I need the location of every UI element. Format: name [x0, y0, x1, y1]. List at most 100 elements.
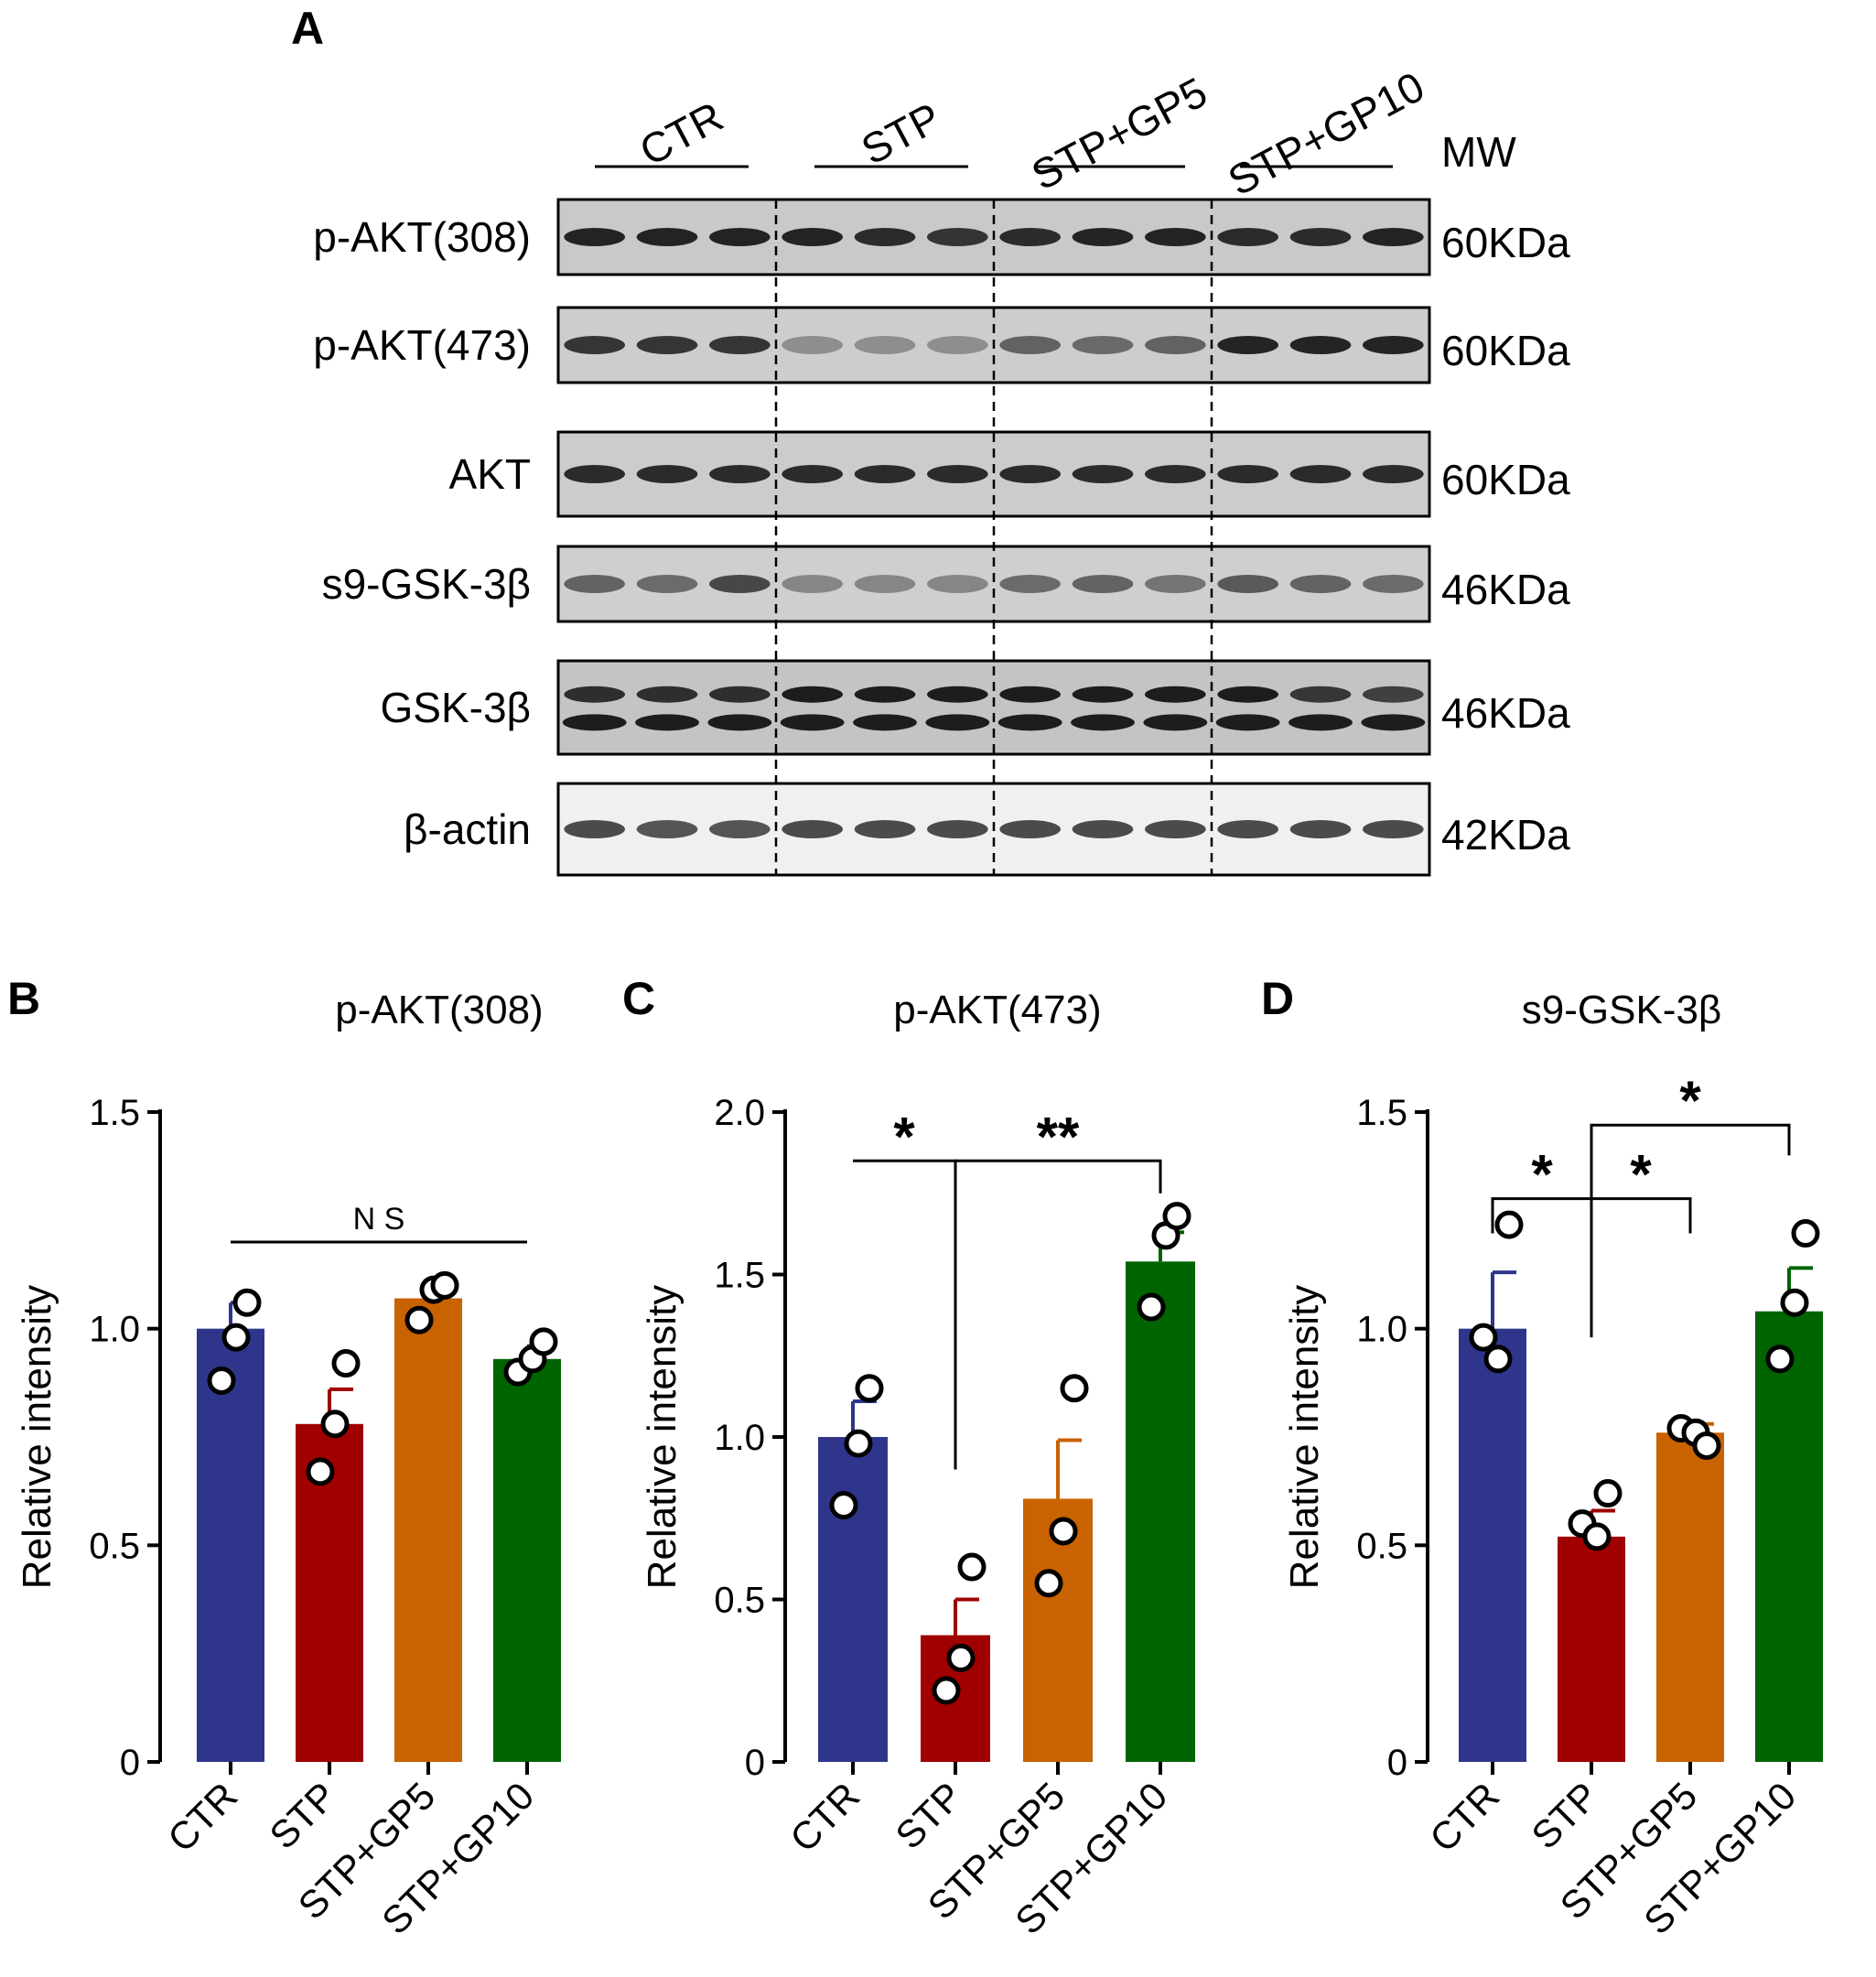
blot-band [999, 575, 1061, 593]
blot-band [1145, 575, 1206, 593]
data-point [946, 1643, 976, 1672]
data-point [829, 1491, 858, 1520]
blot-band [1145, 465, 1206, 483]
blot-rows: p-AKT(308) 60KDa p-AKT(473) 60KDa AKT 60KDa s9… [313, 198, 1570, 877]
bar-stp-gp10 [1126, 1261, 1195, 1762]
blot-band [709, 228, 771, 246]
data-point [529, 1327, 558, 1356]
blot-band [782, 686, 843, 703]
y-tick-label: 0.5 [1356, 1526, 1407, 1566]
significance-label: * [893, 1106, 915, 1167]
bar-ctr [818, 1437, 888, 1762]
blot-band [780, 714, 845, 731]
data-point [207, 1366, 236, 1395]
data-point [1791, 1219, 1820, 1248]
chart-title: s9-GSK-3β [1522, 988, 1721, 1032]
blot-band [927, 820, 988, 838]
data-point [404, 1305, 434, 1334]
blot-band [854, 228, 916, 246]
data-point [1780, 1288, 1809, 1317]
blot-band [997, 714, 1062, 731]
blot-band [564, 686, 625, 703]
blot-band [1143, 714, 1208, 731]
blot-band [1289, 686, 1352, 703]
blot-band [1363, 465, 1424, 483]
y-tick-label: 1.5 [1356, 1093, 1407, 1133]
blot-band [1363, 820, 1424, 838]
blot-band [636, 336, 698, 354]
bar-ctr [197, 1328, 264, 1762]
chart-title: p-AKT(308) [335, 988, 543, 1032]
bar-stp-gp10 [1755, 1311, 1823, 1762]
y-tick-label: 1.5 [714, 1256, 765, 1296]
chart-p-akt-308: p-AKT(308) Relative intensity 0 0.5 1.0 1.5 CT… [15, 988, 561, 1942]
y-tick-label: 1.0 [1356, 1310, 1407, 1350]
blot-band [1363, 336, 1424, 354]
blot-band [999, 336, 1061, 354]
data-point [1582, 1522, 1612, 1551]
blot-band [1363, 575, 1424, 593]
blot-row-label: GSK-3β [380, 684, 531, 731]
data-point [306, 1457, 335, 1486]
blot-band [927, 575, 988, 593]
blot-band [709, 820, 771, 838]
blot-row-actin: β-actin 42KDa [404, 782, 1570, 877]
blot-band [1145, 228, 1206, 246]
blot-band [1072, 575, 1134, 593]
y-tick-label: 0 [120, 1743, 140, 1783]
blot-row-gsk-3: GSK-3β 46KDa [380, 659, 1570, 756]
data-point [855, 1374, 884, 1403]
data-point [430, 1270, 459, 1300]
blot-band [854, 686, 916, 703]
blot-band [1288, 714, 1353, 731]
blot-band [636, 686, 698, 703]
y-tick-label: 1.0 [89, 1310, 140, 1350]
chart-p-akt-473: p-AKT(473) Relative intensity 0 0.5 1.0 1.5 2.… [640, 988, 1195, 1942]
blot-band [709, 336, 771, 354]
blot-row-mw: 60KDa [1441, 327, 1570, 374]
data-point [331, 1349, 361, 1378]
y-tick-label: 2.0 [714, 1093, 765, 1133]
blot-band [636, 575, 698, 593]
blot-band [709, 575, 771, 593]
data-point [1692, 1431, 1721, 1460]
blot-band [1217, 336, 1278, 354]
bar-stp-gp10 [493, 1358, 561, 1762]
data-point [1593, 1479, 1623, 1508]
blot-band [635, 714, 699, 731]
blot-band [927, 336, 988, 354]
blot-band [1217, 465, 1278, 483]
data-point [221, 1323, 251, 1352]
blot-band [1145, 820, 1206, 838]
blot-band [782, 820, 843, 838]
data-point [320, 1410, 350, 1439]
y-axis-label: Relative intensity [15, 1285, 59, 1590]
blot-band [564, 228, 625, 246]
blot-band [564, 820, 625, 838]
x-tick-label-ctr: CTR [782, 1774, 868, 1860]
blot-band [564, 575, 625, 593]
data-point [1049, 1517, 1078, 1546]
blot-band [1289, 820, 1352, 838]
blot-row-mw: 42KDa [1441, 811, 1570, 859]
significance-label: * [1630, 1144, 1652, 1205]
blot-band [636, 228, 698, 246]
y-tick-label: 1.0 [714, 1418, 765, 1458]
blot-band [1072, 820, 1134, 838]
blot-band [927, 686, 988, 703]
blot-band [1217, 228, 1278, 246]
x-tick-label-stp: STP [1523, 1774, 1606, 1857]
y-tick-label: 0.5 [714, 1581, 765, 1621]
blot-group-headers: CTR STP STP+GP5 STP+GP10 [595, 62, 1431, 205]
blot-group-label-ctr: CTR [632, 92, 731, 175]
data-point [1034, 1569, 1063, 1598]
data-point [1162, 1202, 1191, 1231]
blot-group-label-stp-gp5: STP+GP5 [1024, 68, 1214, 200]
blot-band [999, 228, 1061, 246]
blot-band [854, 465, 916, 483]
ns-label: N S [353, 1202, 405, 1237]
blot-band [1217, 820, 1278, 838]
blot-band [854, 336, 916, 354]
y-tick-label: 0 [745, 1743, 765, 1783]
